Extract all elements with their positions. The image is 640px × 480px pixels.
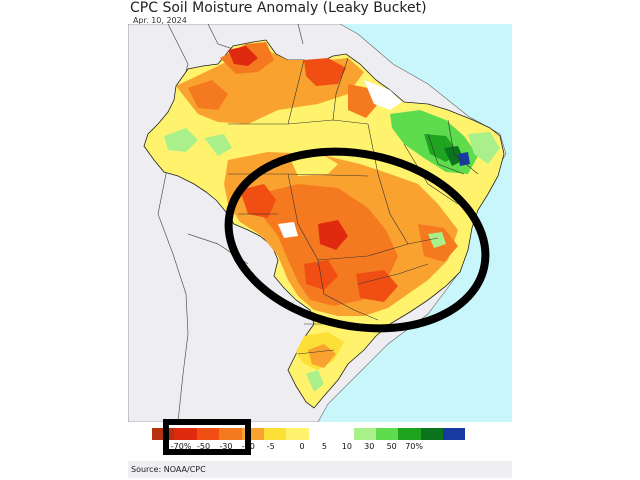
state-borders <box>228 57 479 355</box>
map-title: CPC Soil Moisture Anomaly (Leaky Bucket) <box>130 0 427 16</box>
legend-tick-label: -70% <box>170 442 192 451</box>
highlight-ellipse <box>224 147 490 333</box>
legend-swatch <box>331 428 354 440</box>
legend-swatch <box>398 428 421 440</box>
legend-tick-label: 10 <box>341 442 352 451</box>
color-legend: -70% -50 -30 -10 -5 0 5 10 30 50 70% <box>152 428 489 452</box>
legend-tick-label: 30 <box>364 442 375 451</box>
legend-tick-label: 70% <box>405 442 423 451</box>
legend-swatch <box>286 428 309 440</box>
anomaly-patches <box>164 42 500 392</box>
legend-tick-label: -5 <box>266 442 275 451</box>
legend-tick-label: 0 <box>299 442 305 451</box>
map-date: Apr. 10, 2024 <box>133 16 187 25</box>
footer-bar: Source: NOAA/CPC <box>128 461 512 478</box>
legend-swatch <box>219 428 242 440</box>
source-label: Source: NOAA/CPC <box>131 465 206 474</box>
legend-highlight-box <box>163 419 251 455</box>
legend-swatch <box>420 428 444 440</box>
legend-swatch <box>443 428 466 440</box>
soil-moisture-map <box>128 24 512 422</box>
legend-swatch <box>308 428 332 440</box>
legend-tick-label: 50 <box>386 442 397 451</box>
legend-swatch <box>375 428 399 440</box>
legend-tick-label: -30 <box>219 442 233 451</box>
legend-tick-label: 5 <box>321 442 328 451</box>
legend-swatch <box>263 428 287 440</box>
legend-swatch <box>174 428 197 440</box>
legend-swatches <box>152 428 466 440</box>
legend-swatch <box>353 428 376 440</box>
legend-swatch <box>196 428 220 440</box>
legend-tick-label: -50 <box>196 442 211 451</box>
